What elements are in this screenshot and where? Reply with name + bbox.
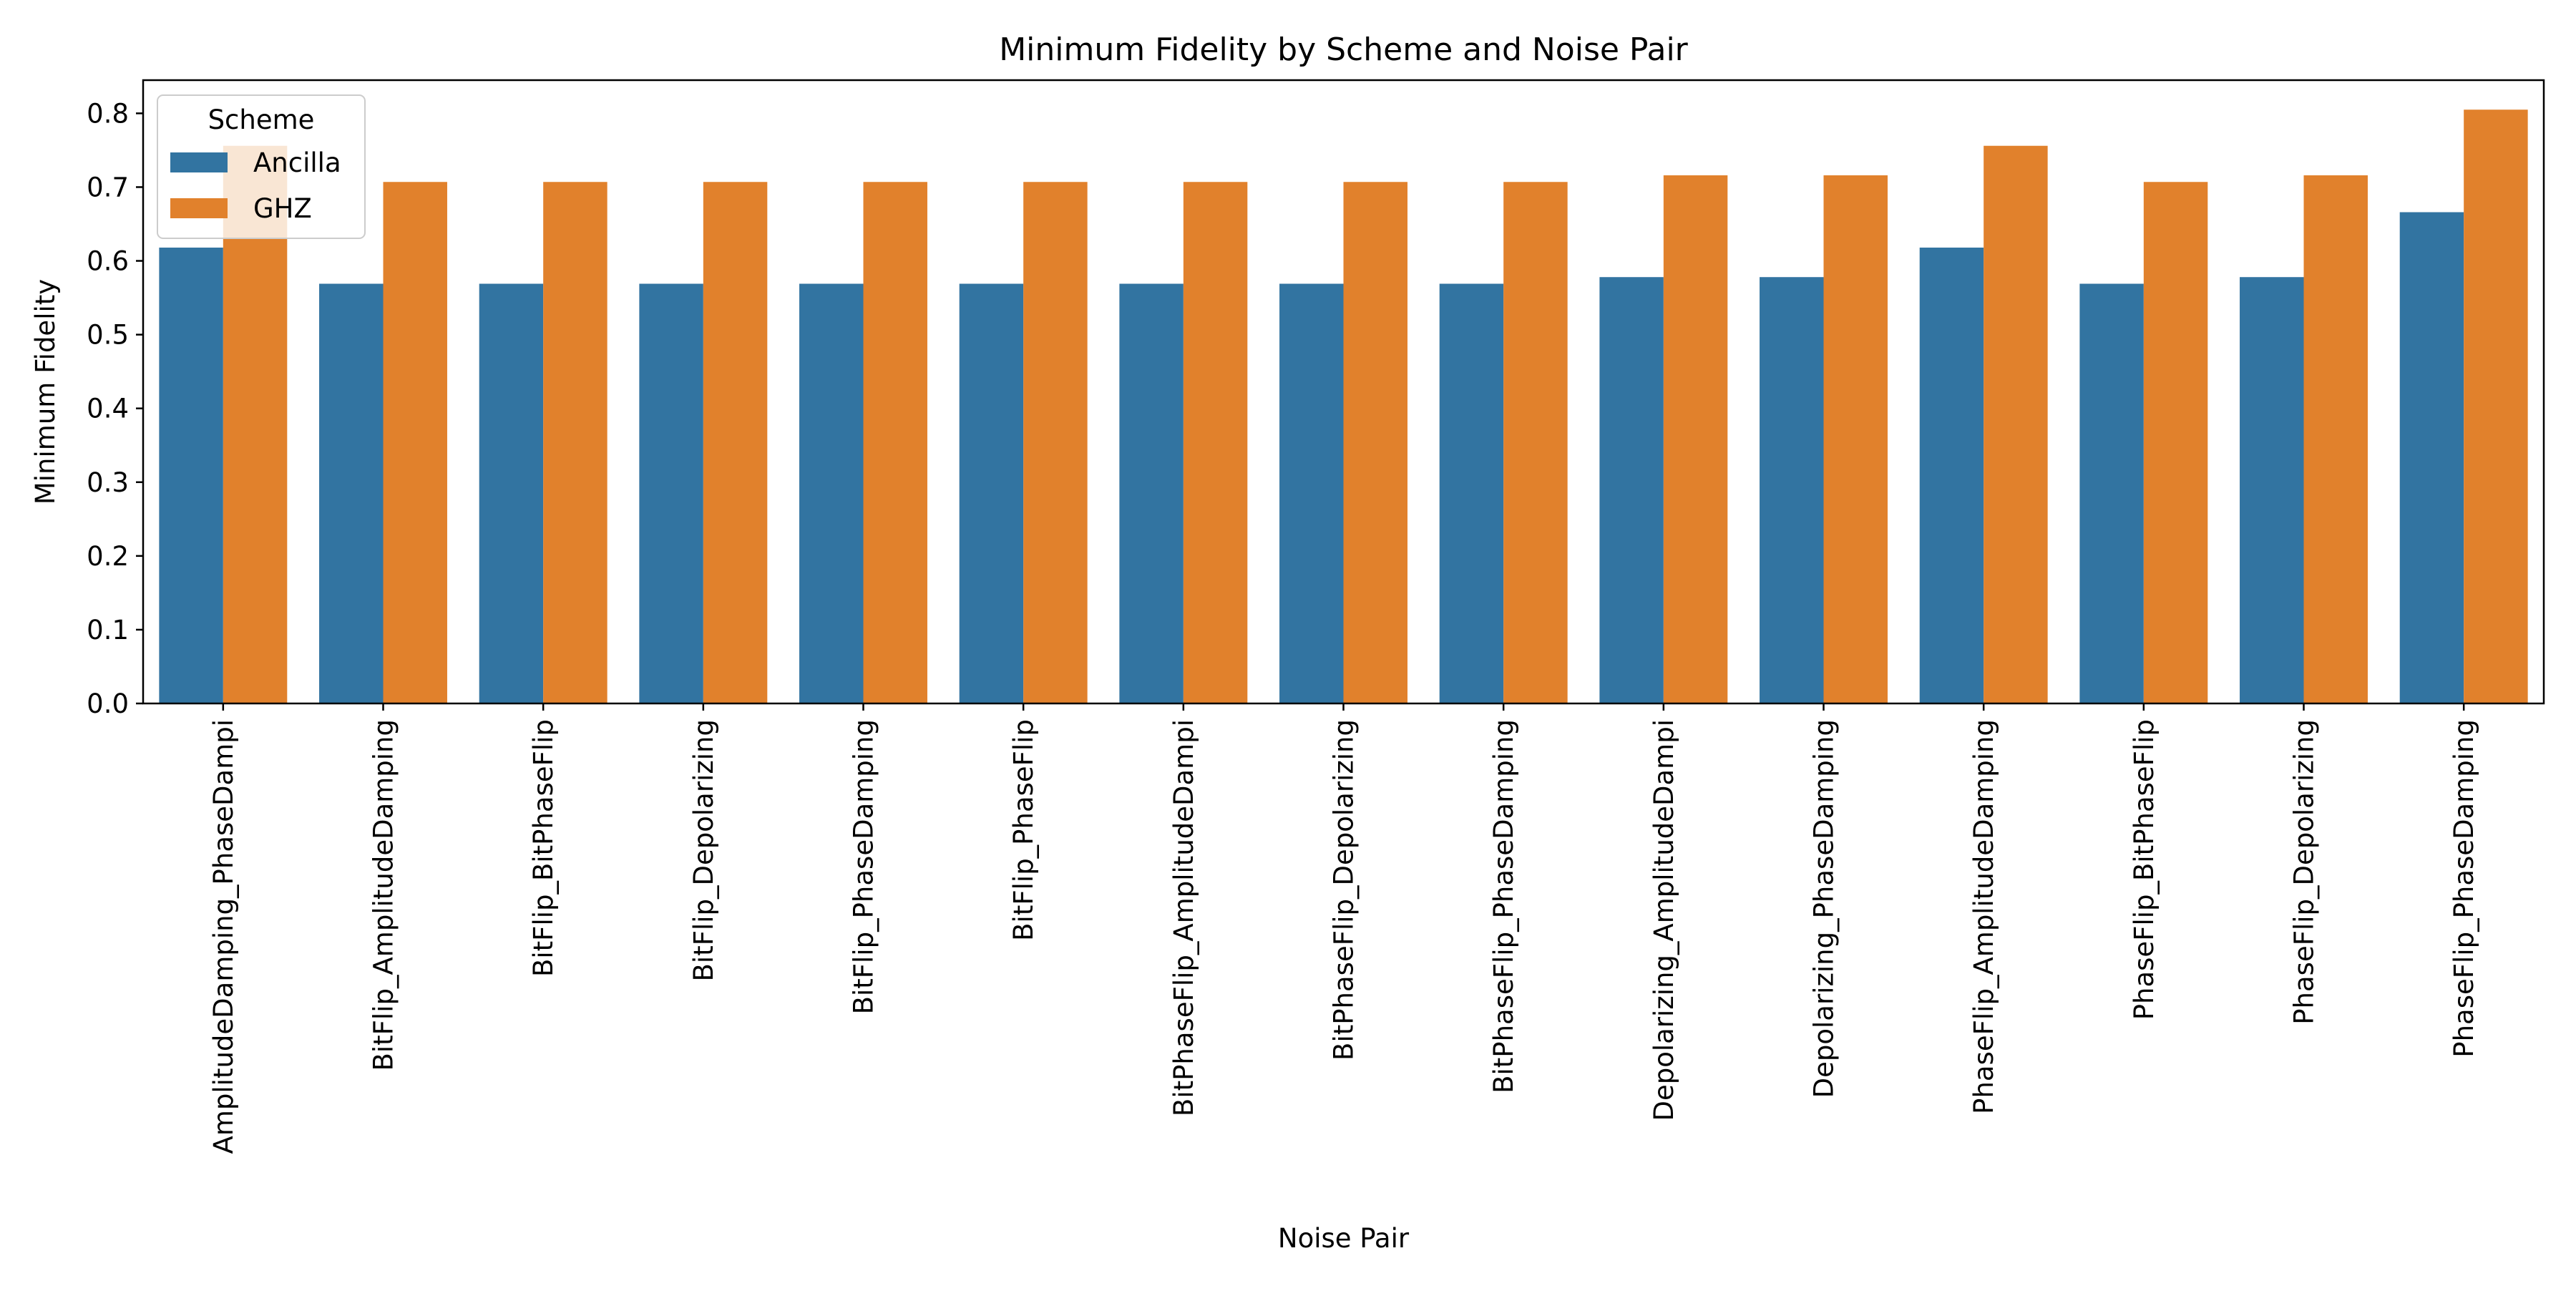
bar-ancilla-6 xyxy=(959,283,1024,703)
legend-label-ancilla: Ancilla xyxy=(253,147,341,178)
bar-ghz-13 xyxy=(2143,182,2208,703)
x-tick-label: BitFlip_PhaseFlip xyxy=(1008,719,1039,941)
x-tick-label: AmplitudeDamping_PhaseDampi xyxy=(208,719,239,1154)
x-tick-label: Depolarizing_PhaseDamping xyxy=(1809,719,1840,1098)
bar-ancilla-8 xyxy=(1279,283,1344,703)
x-tick-label: BitFlip_PhaseDamping xyxy=(849,719,879,1014)
bar-ghz-5 xyxy=(863,182,927,703)
chart-title: Minimum Fidelity by Scheme and Noise Pai… xyxy=(999,31,1688,68)
y-tick-label: 0.5 xyxy=(87,320,129,351)
legend: Scheme Ancilla GHZ xyxy=(157,94,366,239)
bar-ancilla-10 xyxy=(1599,277,1664,704)
bar-ancilla-14 xyxy=(2240,277,2304,704)
bar-ancilla-7 xyxy=(1119,283,1184,703)
x-tick-label: BitFlip_AmplitudeDamping xyxy=(369,719,399,1071)
legend-swatch-ancilla xyxy=(170,152,228,172)
bar-ancilla-4 xyxy=(639,283,703,703)
bar-ancilla-2 xyxy=(319,283,384,703)
y-tick-label: 0.6 xyxy=(87,246,129,277)
bar-ghz-6 xyxy=(1023,182,1088,703)
legend-title: Scheme xyxy=(208,104,315,135)
bar-ghz-9 xyxy=(1503,182,1568,703)
bar-ancilla-11 xyxy=(1760,277,1824,704)
bar-ghz-14 xyxy=(2303,175,2368,704)
x-tick-label: BitPhaseFlip_AmplitudeDampi xyxy=(1169,719,1199,1116)
y-tick-label: 0.3 xyxy=(87,467,129,498)
y-tick-label: 0.7 xyxy=(87,172,129,203)
bar-ancilla-1 xyxy=(159,247,223,704)
bar-ghz-8 xyxy=(1343,182,1407,703)
y-tick-label: 0.4 xyxy=(87,394,129,424)
x-tick-label: BitFlip_Depolarizing xyxy=(688,719,719,981)
y-tick-label: 0.1 xyxy=(87,615,129,646)
bar-ancilla-3 xyxy=(479,283,544,703)
bar-ghz-12 xyxy=(1984,145,2048,704)
bar-ghz-2 xyxy=(383,182,447,703)
bar-ghz-7 xyxy=(1183,182,1248,703)
bar-ghz-15 xyxy=(2464,109,2528,704)
bar-ancilla-13 xyxy=(2079,283,2144,703)
x-tick-label: PhaseFlip_AmplitudeDamping xyxy=(1968,719,1999,1114)
x-axis-label: Noise Pair xyxy=(1278,1223,1410,1254)
x-tick-label: Depolarizing_AmplitudeDampi xyxy=(1649,719,1679,1121)
x-tick-label: PhaseFlip_PhaseDamping xyxy=(2449,719,2479,1058)
bar-ghz-3 xyxy=(543,182,608,703)
y-tick-label: 0.0 xyxy=(87,688,129,719)
bar-ghz-10 xyxy=(1663,175,1728,704)
x-tick-label: PhaseFlip_Depolarizing xyxy=(2289,719,2320,1025)
y-axis-label: Minimum Fidelity xyxy=(30,279,61,505)
bar-ancilla-12 xyxy=(1919,247,1984,704)
bar-ghz-4 xyxy=(703,182,768,703)
legend-swatch-ghz xyxy=(170,198,228,218)
x-tick-label: BitPhaseFlip_PhaseDamping xyxy=(1488,719,1519,1093)
bar-ghz-11 xyxy=(1823,175,1888,704)
x-tick-label: PhaseFlip_BitPhaseFlip xyxy=(2129,719,2160,1020)
bar-ancilla-5 xyxy=(799,283,864,703)
bar-ancilla-9 xyxy=(1439,283,1504,703)
legend-label-ghz: GHZ xyxy=(253,193,312,224)
bar-ancilla-15 xyxy=(2399,212,2464,703)
x-tick-label: BitFlip_BitPhaseFlip xyxy=(528,719,559,977)
x-tick-label: BitPhaseFlip_Depolarizing xyxy=(1329,719,1360,1061)
y-tick-label: 0.2 xyxy=(87,541,129,572)
y-tick-label: 0.8 xyxy=(87,98,129,129)
